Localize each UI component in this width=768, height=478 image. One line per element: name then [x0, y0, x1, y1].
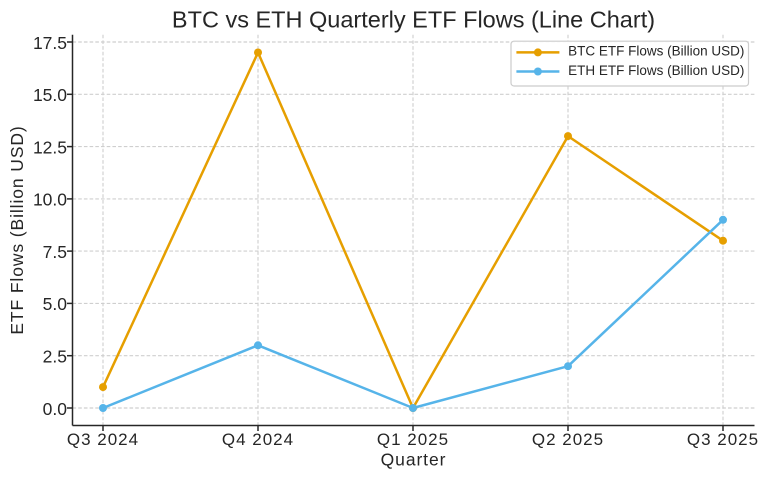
svg-text:Q2 2025: Q2 2025 — [532, 430, 604, 449]
svg-text:Q1 2025: Q1 2025 — [377, 430, 449, 449]
svg-text:ETH ETF Flows (Billion USD): ETH ETF Flows (Billion USD) — [568, 63, 744, 78]
svg-text:Q3 2025: Q3 2025 — [687, 430, 759, 449]
svg-text:BTC vs ETH Quarterly ETF Flows: BTC vs ETH Quarterly ETF Flows (Line Cha… — [172, 6, 655, 32]
svg-text:Q4 2024: Q4 2024 — [222, 430, 294, 449]
svg-text:10.0: 10.0 — [33, 190, 67, 210]
svg-text:0.0: 0.0 — [43, 399, 68, 419]
svg-text:ETF Flows (Billion USD): ETF Flows (Billion USD) — [7, 125, 27, 334]
svg-text:7.5: 7.5 — [43, 242, 67, 262]
svg-text:17.5: 17.5 — [33, 33, 67, 53]
svg-text:5.0: 5.0 — [43, 294, 68, 314]
svg-text:Q3 2024: Q3 2024 — [67, 430, 139, 449]
svg-text:Quarter: Quarter — [381, 449, 447, 469]
svg-text:15.0: 15.0 — [33, 85, 67, 105]
svg-text:12.5: 12.5 — [33, 137, 67, 157]
svg-text:BTC ETF Flows (Billion USD): BTC ETF Flows (Billion USD) — [568, 44, 744, 59]
svg-text:2.5: 2.5 — [43, 347, 67, 367]
